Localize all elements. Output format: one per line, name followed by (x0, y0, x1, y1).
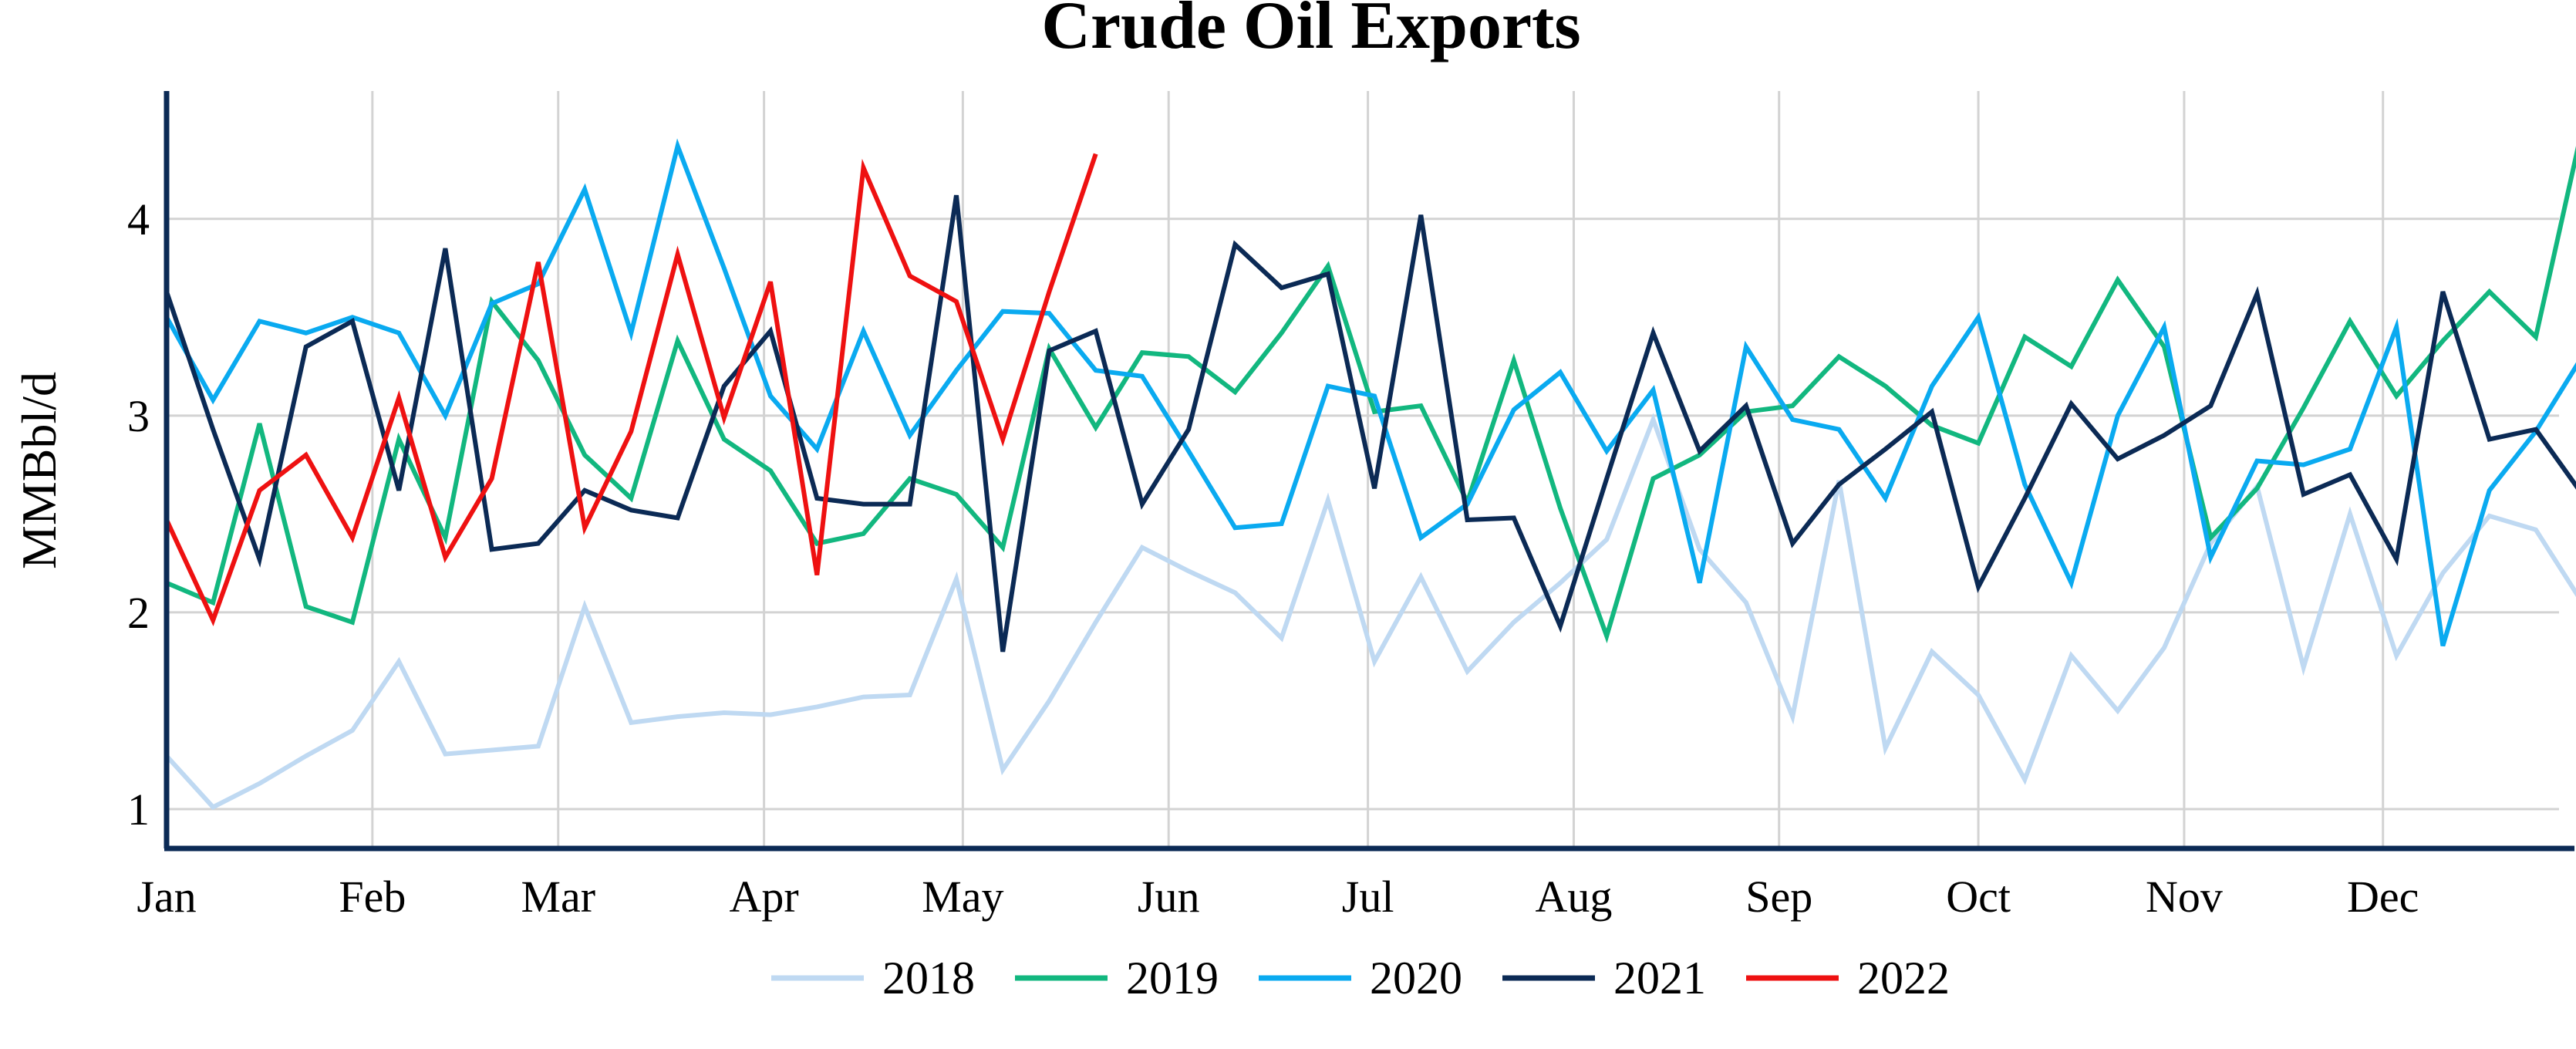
legend-label-2019: 2019 (1126, 953, 1219, 1003)
series-layer (164, 138, 2576, 811)
legend-label-2021: 2021 (1613, 953, 1706, 1003)
grid-layer (167, 91, 2559, 848)
y-tick-labels: 1 2 3 4 (127, 194, 150, 835)
x-tick-label: Nov (2146, 872, 2223, 922)
legend-label-2020: 2020 (1370, 953, 1462, 1003)
chart-title: Crude Oil Exports (1041, 0, 1580, 63)
x-tick-label: May (922, 872, 1003, 922)
legend-label-2022: 2022 (1857, 953, 1950, 1003)
series-line-2020 (164, 138, 2576, 647)
y-tick-label: 3 (127, 391, 150, 441)
series-line-2021 (164, 194, 2576, 653)
x-tick-label: Jul (1342, 872, 1394, 922)
series-line-2019 (165, 146, 2576, 644)
x-tick-label: Feb (339, 872, 406, 922)
legend-label-2018: 2018 (882, 953, 975, 1003)
y-tick-label: 2 (127, 588, 150, 638)
x-tick-label: Mar (521, 872, 595, 922)
x-tick-label: Jun (1138, 872, 1200, 922)
y-tick-label: 1 (127, 784, 150, 835)
x-tick-labels: Jan Feb Mar Apr May Jun Jul Aug Sep Oct Nov Dec (137, 872, 2419, 922)
x-tick-label: Sep (1745, 872, 1812, 922)
axis-layer (164, 91, 2574, 852)
y-axis-title: MMBbl/d (12, 372, 66, 569)
y-tick-label: 4 (127, 194, 150, 245)
x-tick-label: Oct (1946, 872, 2011, 922)
x-tick-label: Aug (1536, 872, 1613, 922)
series-line-2022 (164, 153, 1098, 627)
x-tick-label: Dec (2347, 872, 2419, 922)
legend: 2018 2019 2020 2021 2022 (771, 953, 1950, 1003)
series-line-2018 (164, 413, 2576, 811)
x-tick-label: Apr (729, 872, 798, 922)
x-tick-label: Jan (137, 872, 196, 922)
